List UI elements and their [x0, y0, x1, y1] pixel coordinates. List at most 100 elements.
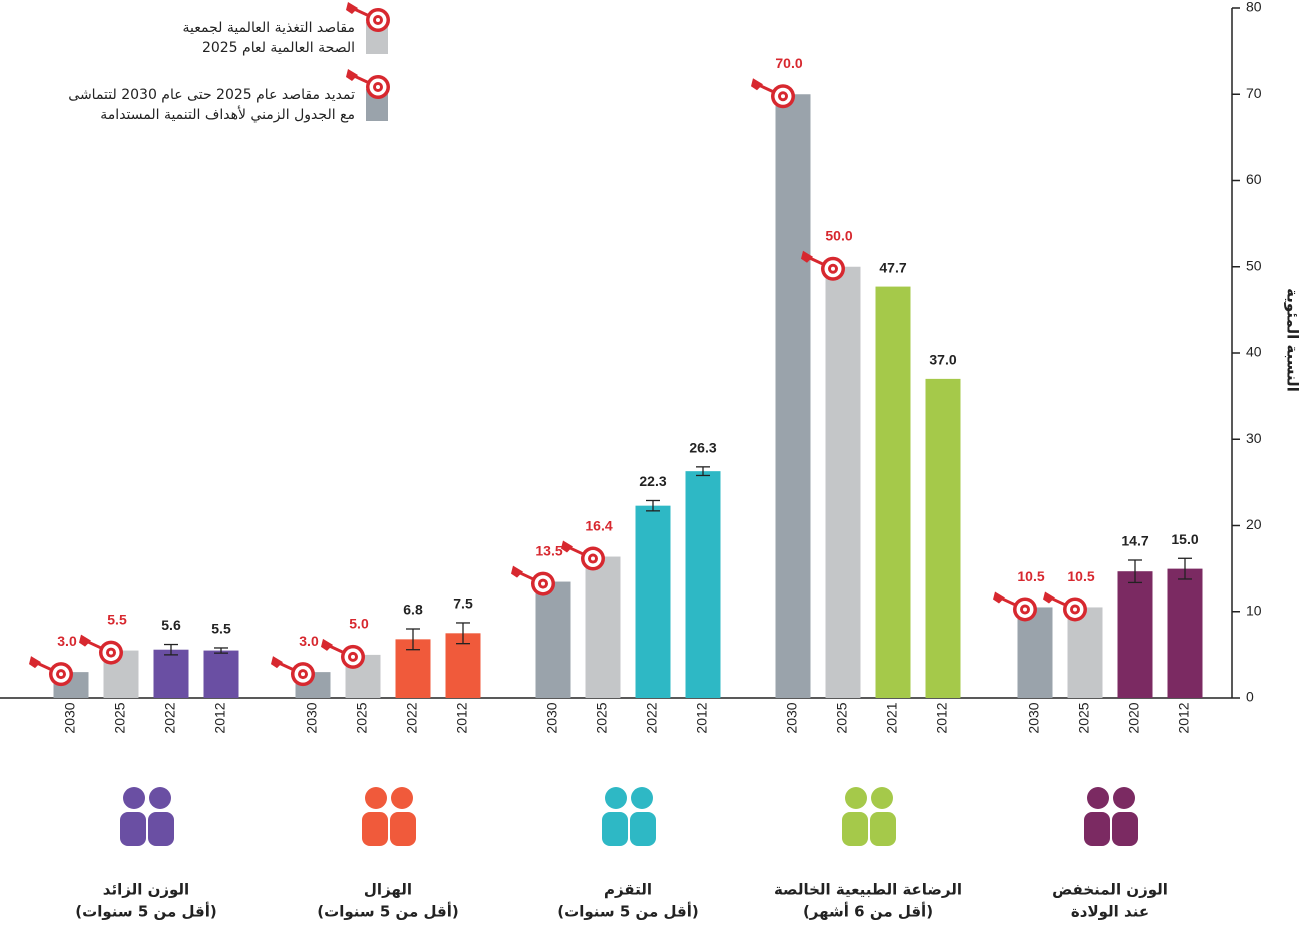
value-label: 5.6	[161, 617, 181, 633]
group-label: الرضاعة الطبيعية الخالصة	[774, 881, 962, 899]
target-fletch	[29, 656, 41, 669]
target-ring	[591, 556, 595, 561]
x-tick-label: 2025	[1076, 702, 1092, 733]
value-label: 14.7	[1121, 533, 1148, 549]
target-icon	[346, 2, 390, 32]
x-tick-label: 2012	[1176, 702, 1192, 733]
x-tick-label: 2012	[694, 702, 710, 733]
target-fletch	[511, 565, 523, 578]
group-icon	[1084, 787, 1138, 846]
value-label: 3.0	[299, 633, 319, 649]
value-label: 5.5	[107, 611, 127, 627]
target-fletch	[801, 250, 813, 263]
value-label: 10.5	[1067, 568, 1094, 584]
icon-body	[120, 812, 146, 846]
group-label: (أقل من 5 سنوات)	[557, 902, 698, 921]
target-icon	[29, 656, 73, 687]
group-label: الهزال	[364, 881, 412, 899]
target-icon	[561, 540, 605, 571]
icon-head	[123, 787, 145, 809]
value-label: 37.0	[929, 352, 956, 368]
target-fletch	[79, 634, 91, 647]
target-icon	[271, 656, 315, 687]
target-fletch	[271, 656, 283, 669]
x-tick-label: 2022	[162, 702, 178, 733]
value-label: 70.0	[775, 55, 802, 71]
bar	[875, 286, 911, 698]
x-tick-label: 2030	[784, 702, 800, 733]
bar	[1167, 568, 1203, 698]
bar	[1067, 607, 1103, 698]
x-tick-label: 2025	[112, 702, 128, 733]
bar	[153, 649, 189, 698]
target-fletch	[321, 638, 333, 651]
x-tick-label: 2012	[212, 702, 228, 733]
error-bar	[696, 466, 710, 477]
target-ring	[59, 672, 63, 677]
y-tick-label: 60	[1246, 171, 1262, 187]
legend-label: تمديد مقاصد عام 2025 حتى عام 2030 لتتماش…	[68, 87, 355, 103]
y-tick-label: 40	[1246, 344, 1262, 360]
x-tick-label: 2030	[1026, 702, 1042, 733]
target-icon	[801, 250, 845, 281]
target-ring	[109, 650, 113, 655]
x-tick-label: 2025	[594, 702, 610, 733]
target-icon	[751, 78, 795, 109]
error-bar	[1178, 557, 1192, 580]
group-icon	[602, 787, 656, 846]
error-bar	[646, 499, 660, 512]
y-tick-label: 20	[1246, 516, 1262, 532]
y-tick-label: 70	[1246, 85, 1262, 101]
target-ring	[831, 266, 835, 271]
icon-head	[149, 787, 171, 809]
bar	[775, 94, 811, 698]
bar	[1117, 571, 1153, 698]
icon-body	[390, 812, 416, 846]
value-label: 3.0	[57, 633, 77, 649]
value-label: 10.5	[1017, 568, 1044, 584]
bar	[635, 505, 671, 698]
x-tick-label: 2030	[304, 702, 320, 733]
target-ring	[541, 581, 545, 586]
x-tick-label: 2025	[354, 702, 370, 733]
icon-head	[605, 787, 627, 809]
icon-body	[148, 812, 174, 846]
icon-head	[391, 787, 413, 809]
icon-head	[1087, 787, 1109, 809]
icon-head	[631, 787, 653, 809]
target-icon	[511, 565, 555, 596]
x-tick-label: 2012	[934, 702, 950, 733]
bar	[535, 581, 571, 698]
bar	[685, 471, 721, 698]
value-label: 5.0	[349, 616, 369, 632]
group-label: (أقل من 5 سنوات)	[75, 902, 216, 921]
x-tick-label: 2021	[884, 702, 900, 733]
target-ring	[301, 672, 305, 677]
y-tick-label: 0	[1246, 689, 1254, 705]
bar	[825, 266, 861, 698]
target-icon	[321, 638, 365, 669]
bar	[1017, 607, 1053, 698]
group-label: الوزن الزائد	[103, 881, 189, 899]
x-tick-label: 2022	[404, 702, 420, 733]
y-tick-label: 30	[1246, 430, 1262, 446]
y-tick-label: 10	[1246, 602, 1262, 618]
value-label: 50.0	[825, 227, 852, 243]
icon-body	[362, 812, 388, 846]
target-ring	[351, 654, 355, 659]
group-icon	[362, 787, 416, 846]
y-axis-label: النسبة المئوية	[1284, 288, 1302, 392]
target-icon	[346, 69, 390, 99]
x-tick-label: 2025	[834, 702, 850, 733]
icon-body	[870, 812, 896, 846]
x-tick-label: 2022	[644, 702, 660, 733]
group-label: (أقل من 5 سنوات)	[317, 902, 458, 921]
target-fletch	[346, 69, 358, 81]
target-ring	[781, 94, 785, 99]
icon-body	[1112, 812, 1138, 846]
group-label: التقزم	[604, 881, 652, 899]
error-bar	[456, 622, 470, 645]
legend-label: مع الجدول الزمني لأهداف التنمية المستدام…	[100, 105, 355, 123]
target-icon	[79, 634, 123, 665]
